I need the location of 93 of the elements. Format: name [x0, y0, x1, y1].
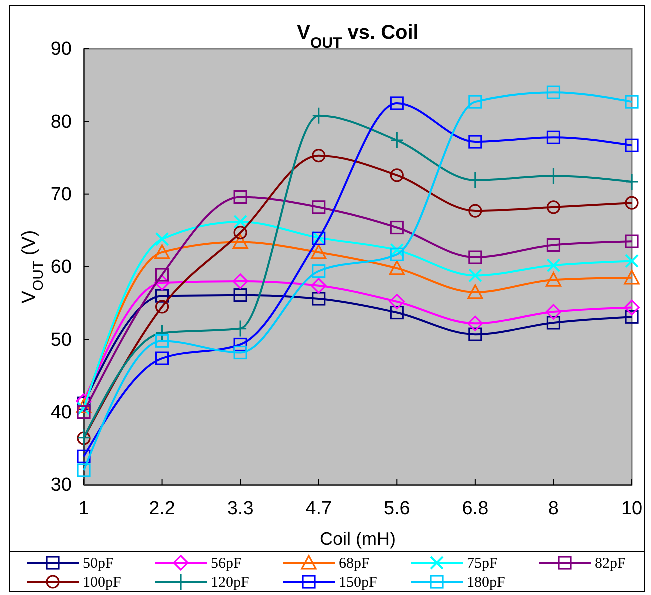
point: [546, 167, 561, 185]
point: [155, 300, 170, 314]
legend-label: 50pF: [83, 556, 114, 572]
legend-label: 100pF: [83, 575, 122, 591]
point: [234, 288, 248, 302]
x-tick-label: 2.2: [149, 498, 176, 520]
point: [546, 258, 561, 273]
point: [154, 244, 170, 260]
point: [390, 132, 404, 150]
point: [76, 398, 92, 414]
y-tick-label: 60: [50, 257, 72, 278]
x-tick-label: 5.6: [384, 498, 410, 520]
point: [234, 190, 248, 204]
y-tick-label: 90: [50, 39, 72, 60]
point: [234, 338, 248, 352]
point: [234, 346, 248, 360]
point: [624, 270, 640, 285]
point: [389, 260, 405, 276]
point: [546, 86, 561, 100]
point: [312, 149, 326, 163]
point: [625, 254, 639, 268]
point: [546, 238, 561, 252]
point: [546, 316, 561, 330]
point: [625, 196, 639, 210]
legend-label: 150pF: [339, 575, 378, 591]
point: [234, 226, 248, 240]
point: [625, 310, 639, 324]
point: [468, 268, 482, 283]
point: [390, 220, 404, 235]
point: [468, 284, 484, 300]
legend-label: 120pF: [211, 575, 250, 591]
point: [155, 352, 170, 366]
x-tick-label: 6.8: [462, 498, 489, 520]
point: [468, 316, 484, 332]
point: [155, 324, 170, 342]
point: [468, 250, 482, 264]
point: [155, 289, 170, 303]
point: [155, 232, 170, 246]
legend-label: 75pF: [467, 556, 498, 572]
legend-label: 68pF: [339, 556, 370, 572]
point: [234, 320, 248, 338]
point: [625, 234, 639, 248]
point: [77, 464, 91, 478]
y-tick-label: 70: [50, 184, 72, 206]
point: [468, 328, 482, 342]
x-tick-label: 8: [548, 498, 560, 520]
point: [468, 204, 482, 218]
point: [232, 274, 248, 290]
point: [625, 138, 639, 152]
point: [77, 402, 91, 416]
legend-label: 56pF: [211, 556, 242, 572]
x-axis-title: Coil (mH): [320, 529, 396, 549]
point: [468, 172, 482, 190]
point: [312, 264, 326, 278]
y-tick-label: 50: [50, 330, 72, 351]
legend-label: 82pF: [595, 556, 626, 572]
x-tick-label: 10: [621, 498, 643, 520]
point: [390, 243, 404, 258]
point: [155, 268, 170, 282]
point: [390, 96, 404, 110]
point: [312, 200, 326, 214]
point: [234, 214, 248, 229]
point: [389, 294, 405, 310]
chart-title: V$_{OUT}$ vs. Coil: [297, 22, 419, 52]
point: [625, 95, 639, 109]
point: [468, 95, 482, 109]
point: [312, 107, 326, 125]
x-tick-label: 4.7: [306, 498, 332, 520]
point: [624, 300, 640, 316]
point: [625, 173, 639, 191]
point: [546, 130, 561, 144]
legend-label: 180pF: [467, 575, 506, 591]
x-tick-label: 1: [78, 498, 90, 520]
point: [311, 278, 327, 294]
x-tick-label: 3.3: [227, 498, 254, 520]
point: [312, 292, 326, 306]
point: [311, 244, 327, 260]
y-tick-label: 30: [50, 475, 72, 496]
point: [77, 428, 91, 447]
point: [155, 334, 170, 348]
point: [77, 450, 91, 464]
y-tick-label: 40: [50, 402, 72, 424]
point: [546, 304, 562, 320]
point: [546, 200, 561, 214]
point: [468, 135, 482, 149]
point: [546, 272, 562, 287]
point: [390, 306, 404, 320]
y-tick-label: 80: [50, 112, 72, 133]
point: [77, 406, 91, 420]
point: [390, 168, 404, 182]
point: [77, 432, 91, 446]
point: [232, 234, 248, 250]
point: [390, 248, 404, 262]
